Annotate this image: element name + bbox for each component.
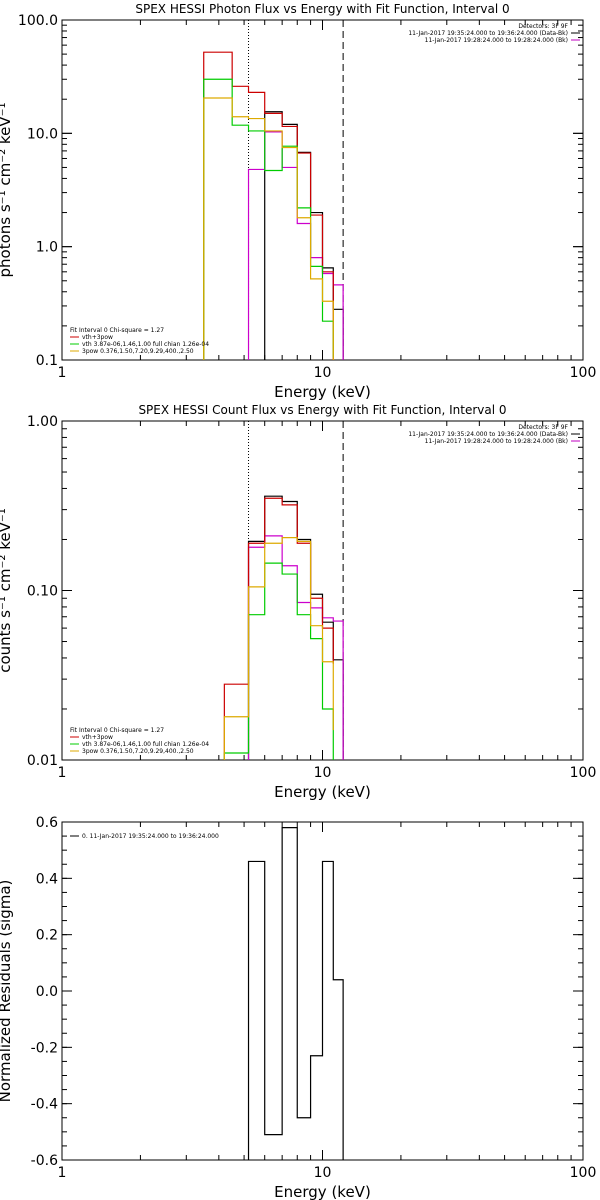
y-tick-label: -0.2 [31,1040,58,1056]
y-tick-label: 0.10 [27,584,58,600]
histogram-series-4 [203,78,334,360]
legend-label: 3pow 0.376,1.50,7.20,9.29,400.,2.50 [82,348,194,355]
header-note: Detectors: 3F 9F [518,424,568,431]
legend-label: 3pow 0.376,1.50,7.20,9.29,400.,2.50 [82,748,194,755]
legend-title: Fit Interval 0 Chi-square = 1.27 [70,727,164,734]
x-tick-label: 10 [314,765,332,781]
series-group [203,51,344,360]
x-tick-label: 100 [570,765,597,781]
y-tick-label: 0.2 [36,928,58,944]
header-note: Detectors: 3F 9F [518,23,568,30]
histogram-series-1 [264,111,344,360]
x-tick-label: 1 [58,765,67,781]
header-note: 11-Jan-2017 19:35:24.000 to 19:36:24.000… [408,431,568,438]
chart-panel-1: 1 10 100 0.1 1.0 10.0 100.0 SPEX HESSI Photon F… [0,2,596,401]
y-tick-label: 0.0 [36,984,58,1000]
header-note: 11-Jan-2017 19:35:24.000 to 19:36:24.000… [408,30,568,37]
histogram-series-3 [223,497,334,760]
y-tick-label: 0.4 [36,871,58,887]
series-group [247,827,344,1160]
y-tick-label: 100.0 [18,13,58,29]
y-tick-label: 0.1 [36,353,58,369]
legend-title: Fit Interval 0 Chi-square = 1.27 [70,327,164,334]
y-tick-label: 0.6 [36,815,58,831]
x-tick-label: 10 [314,365,332,381]
chart-panel-3: 1 10 100 -0.6 -0.4 -0.2 0.0 0.2 0.4 0.6 Energy (ke… [0,815,596,1200]
histogram-series-5 [223,537,334,760]
x-tick-label: 100 [570,1165,597,1181]
x-tick-label: 10 [314,1165,332,1181]
x-axis-label: Energy (keV) [274,383,371,401]
y-tick-label: 1.00 [27,414,58,430]
histogram-series-5 [203,97,334,360]
x-tick-label: 1 [58,1165,67,1181]
chart-panel-2: 1 10 100 0.01 0.10 1.00 SPEX HESSI Count Flux … [0,403,596,801]
histogram-series-4 [223,562,334,760]
legend-label: 0. 11-Jan-2017 19:35:24.000 to 19:36:24.… [82,833,219,840]
histogram-series-2 [247,131,344,360]
y-tick-label: 1.0 [36,240,58,256]
header-note: 11-Jan-2017 19:28:24.000 to 19:28:24.000… [425,438,568,445]
series-group [223,495,344,760]
y-tick-label: 0.01 [27,753,58,769]
y-axis-label: photons s⁻¹ cm⁻² keV⁻¹ [0,103,14,278]
x-axis-label: Energy (keV) [274,1183,371,1200]
x-tick-label: 1 [58,365,67,381]
legend-label: vth+3pow [82,334,113,341]
x-axis-label: Energy (keV) [274,783,371,801]
header-note: 11-Jan-2017 19:28:24.000 to 19:28:24.000… [425,37,568,44]
legend-label: vth 3.87e-06,1.46,1.00 full chian 1.26e-… [82,741,209,748]
y-tick-label: 10.0 [27,126,58,142]
histogram-series-2 [247,535,344,760]
chart-title: SPEX HESSI Photon Flux vs Energy with Fi… [135,2,509,16]
y-axis-label: counts s⁻¹ cm⁻² keV⁻¹ [0,508,14,673]
y-tick-label: -0.6 [31,1153,58,1169]
y-axis-label: Normalized Residuals (sigma) [0,880,14,1103]
y-tick-label: -0.4 [31,1097,58,1113]
legend-label: vth+3pow [82,734,113,741]
x-tick-label: 100 [570,365,597,381]
chart-title: SPEX HESSI Count Flux vs Energy with Fit… [138,403,506,417]
legend-label: vth 3.87e-06,1.46,1.00 full chian 1.26e-… [82,341,209,348]
histogram-series-1 [247,827,344,1160]
